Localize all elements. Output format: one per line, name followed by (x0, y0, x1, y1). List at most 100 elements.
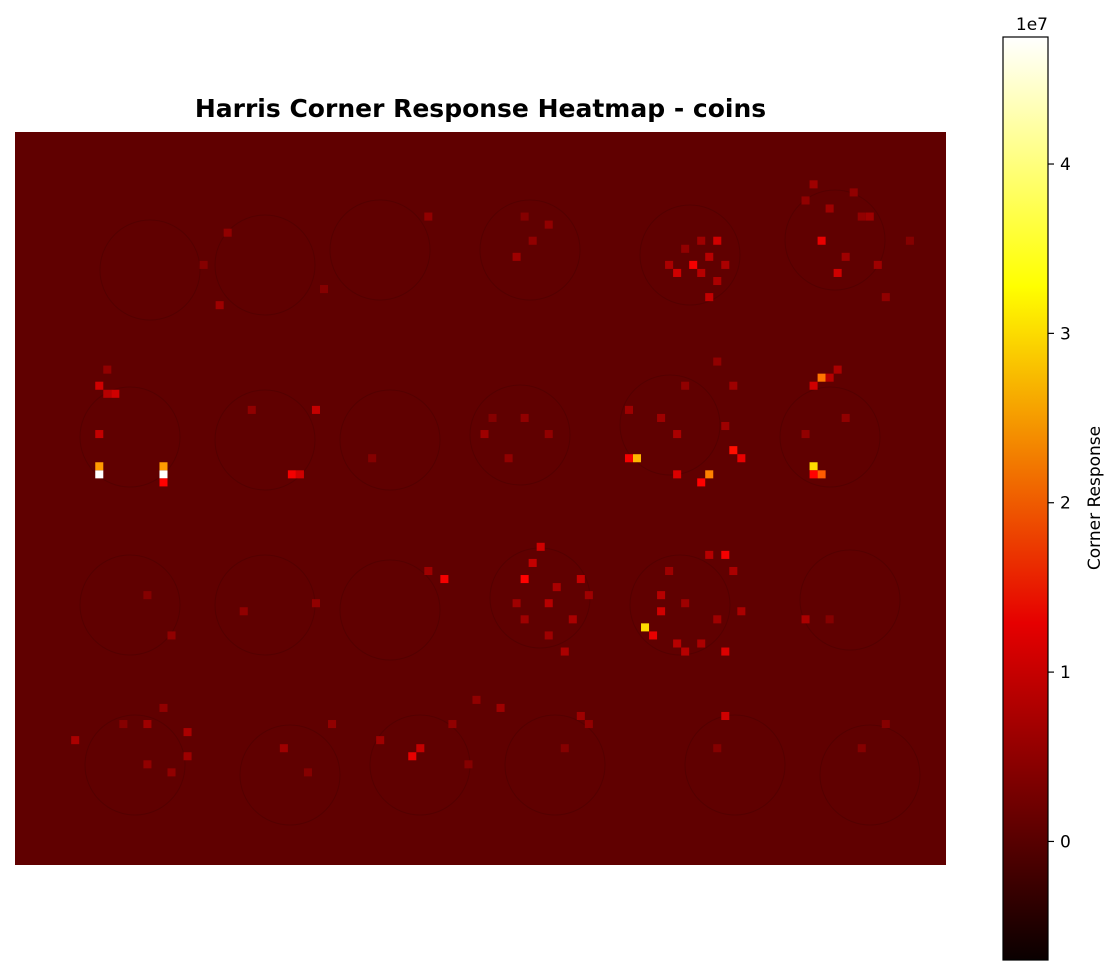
heatmap-cell (905, 236, 914, 245)
heatmap-cell (95, 462, 104, 471)
coin-outline (79, 554, 181, 656)
heatmap-cell (721, 260, 730, 269)
heatmap-cell (560, 647, 569, 656)
heatmap-cell (328, 720, 337, 729)
heatmap-cell (729, 381, 738, 390)
heatmap-cell (584, 591, 593, 600)
heatmap-cell (464, 760, 473, 769)
heatmap-cell (544, 631, 553, 640)
heatmap-cell (697, 236, 706, 245)
heatmap-cell (841, 413, 850, 422)
heatmap-cell (801, 430, 810, 439)
coin-outline (684, 714, 786, 816)
heatmap-cell (520, 413, 529, 422)
heatmap-cell (424, 212, 433, 221)
heatmap-cell (576, 575, 585, 584)
chart-title: Harris Corner Response Heatmap - coins (194, 94, 767, 123)
heatmap-cell (841, 252, 850, 261)
heatmap-cell (504, 454, 513, 463)
heatmap-cell (111, 389, 120, 398)
heatmap-cell (167, 631, 176, 640)
coin-outline (779, 386, 881, 488)
heatmap-cell (520, 575, 529, 584)
heatmap-cell (833, 268, 842, 277)
heatmap-cell (319, 285, 329, 294)
heatmap-cell (311, 405, 320, 414)
heatmap-cell (825, 373, 834, 382)
heatmap-cell (657, 591, 666, 600)
heatmap-cell (721, 421, 730, 431)
colorbar-ticks: 0 1 2 3 4 (1048, 155, 1071, 852)
colorbar-frame (1002, 36, 1049, 961)
heatmap-cell (849, 188, 858, 197)
heatmap-cell (167, 768, 176, 777)
heatmap-cell (143, 720, 152, 729)
heatmap-cell (721, 550, 730, 559)
heatmap-cell (279, 744, 288, 753)
heatmap-cell (809, 381, 818, 390)
heatmap-cell (705, 252, 714, 261)
heatmap-cell (199, 260, 208, 269)
heatmap-cell (624, 405, 633, 414)
heatmap-cell (376, 736, 385, 745)
heatmap-cell (520, 615, 529, 624)
heatmap-cell (408, 752, 417, 761)
colorbar-label: Corner Response (1085, 426, 1105, 570)
heatmap-cell (705, 470, 714, 479)
heatmap-cell (247, 405, 256, 414)
heatmap-cell (657, 413, 666, 422)
heatmap-cell (448, 720, 457, 729)
heatmap-cell (103, 365, 112, 374)
heatmap-cell (729, 446, 738, 455)
coin-outline (479, 199, 581, 301)
heatmap-cell (721, 711, 730, 721)
heatmap-cell (681, 647, 690, 656)
heatmap-cell (488, 413, 497, 422)
heatmap-cell (873, 260, 882, 269)
heatmap-cell (681, 244, 690, 253)
heatmap-cell (552, 583, 561, 592)
heatmap-cell (303, 768, 312, 777)
heatmap-cell (287, 470, 296, 479)
heatmap-cell (440, 575, 449, 584)
heatmap-cell (528, 558, 537, 567)
heatmap-cell (817, 373, 826, 382)
heatmap-cell (673, 430, 682, 439)
heatmap-cell (817, 236, 826, 245)
heatmap-cell (295, 470, 304, 479)
heatmap-cell (665, 260, 674, 269)
heatmap-cell (544, 220, 553, 229)
coin-outlines (79, 189, 921, 826)
coin-outline (84, 714, 186, 816)
heatmap-cell (673, 470, 682, 479)
heatmap-cell (881, 293, 890, 302)
heatmap-cell (713, 357, 722, 366)
heatmap-cell (472, 695, 481, 704)
heatmap-cell (673, 639, 682, 648)
heatmap-cell (809, 180, 818, 189)
heatmap-cell (512, 599, 521, 608)
coin-outline (504, 714, 606, 816)
heatmap-cell (520, 212, 529, 221)
heatmap-cell (103, 389, 112, 398)
heatmap-cell (544, 599, 553, 608)
heatmap-cell (416, 744, 425, 753)
heatmap-cell (697, 478, 706, 487)
heatmap-cell (183, 752, 192, 761)
colorbar-tick-label: 2 (1060, 494, 1071, 514)
coin-outline (819, 724, 921, 826)
heatmap-cell (721, 647, 730, 656)
heatmap-cell (705, 293, 714, 302)
heatmap-cell (641, 623, 650, 632)
coin-outline (99, 219, 201, 321)
heatmap-cell (95, 381, 104, 390)
heatmap-cell (809, 470, 818, 479)
colorbar-gradient (1003, 37, 1048, 960)
heatmap-cell (512, 252, 521, 261)
heatmap-cell (576, 711, 585, 721)
heatmap-cell (697, 639, 706, 648)
heatmap-cell (95, 430, 104, 439)
heatmap-cell (71, 736, 80, 745)
heatmap-cell (239, 607, 248, 616)
heatmap-cell (632, 454, 642, 463)
